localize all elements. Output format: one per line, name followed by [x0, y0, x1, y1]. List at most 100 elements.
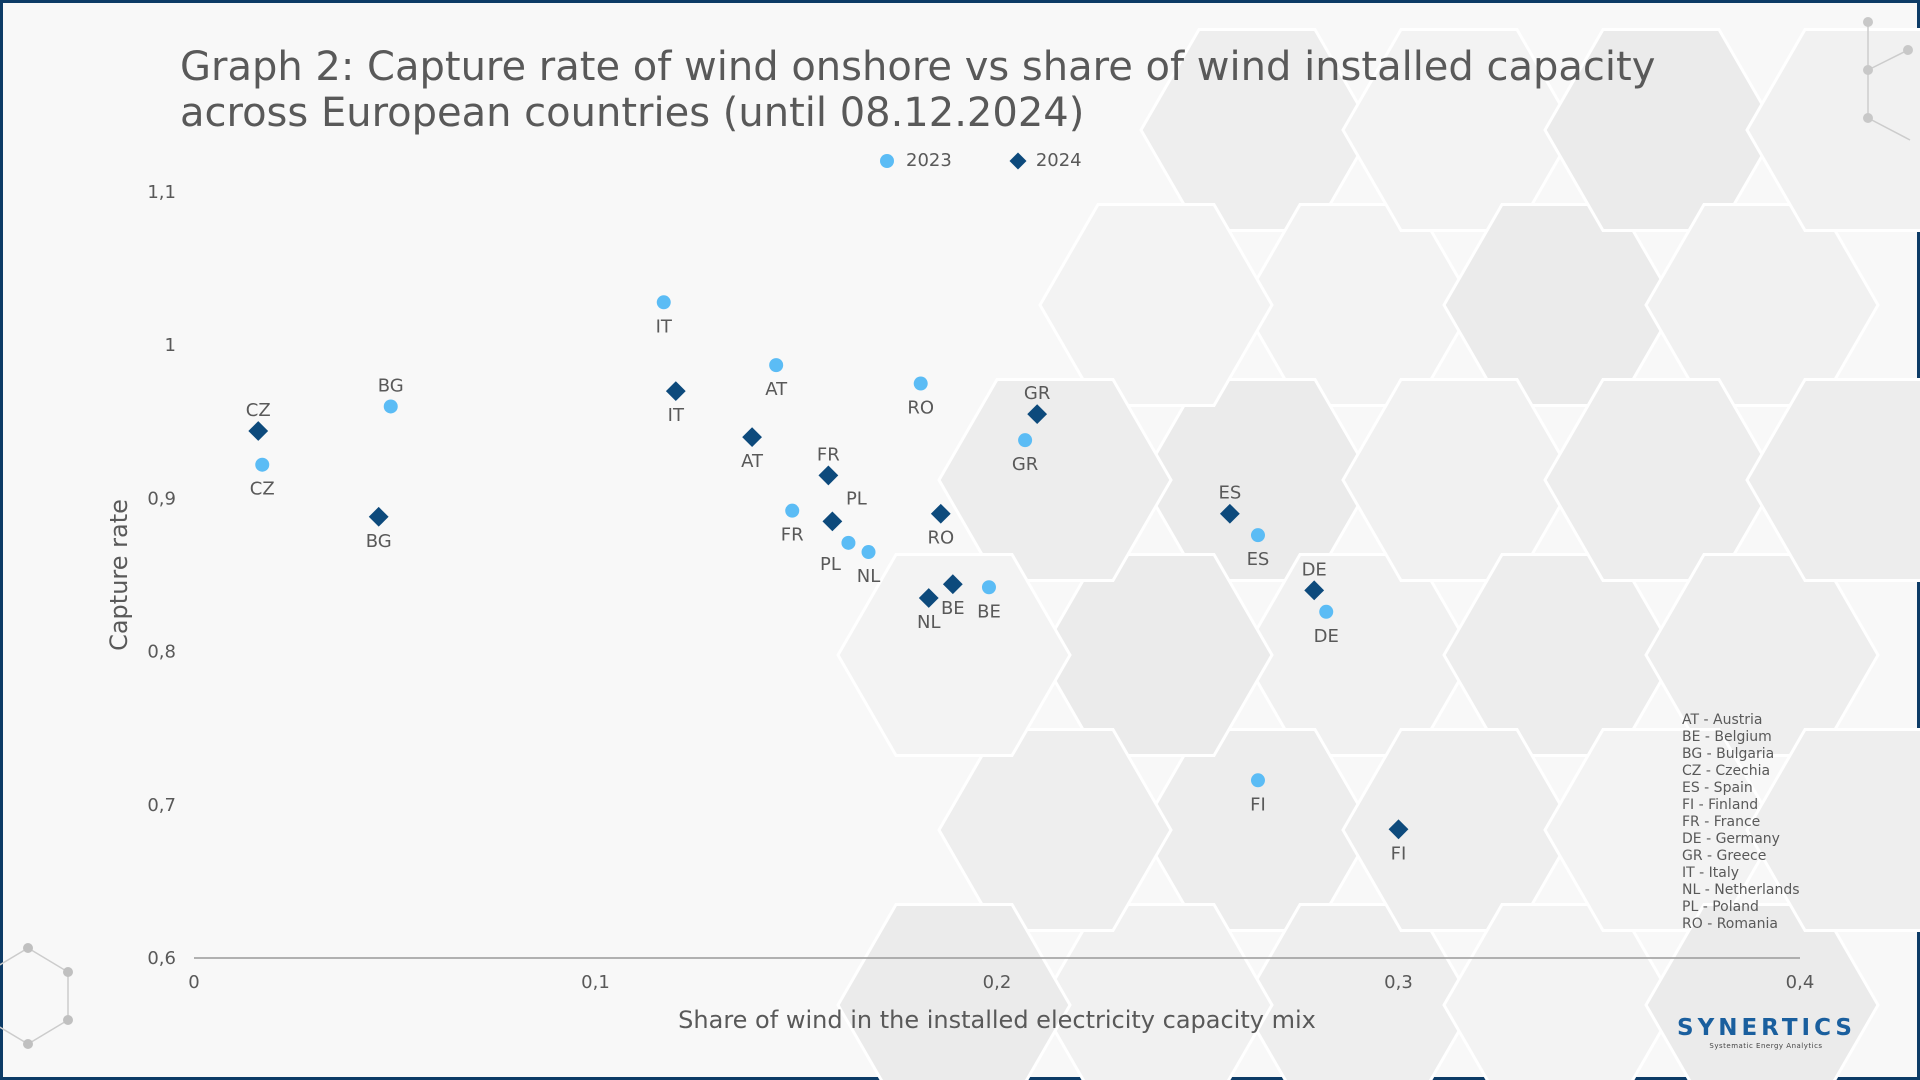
data-point-2023-it [656, 295, 671, 310]
data-label: FR [817, 444, 840, 465]
y-tick-label: 1,1 [147, 182, 176, 203]
brand-name: SYNERTICS [1677, 1015, 1856, 1041]
data-label: BE [977, 601, 1001, 622]
y-tick-label: 0,6 [147, 948, 176, 969]
data-label: DE [1302, 559, 1327, 580]
y-axis-label: Capture rate [105, 499, 133, 651]
data-label: NL [917, 612, 941, 633]
data-label: RO [907, 398, 934, 419]
data-label: CZ [246, 400, 271, 421]
data-point-2024-cz [248, 421, 269, 441]
data-point-2023-pl [841, 535, 856, 550]
data-point-2024-fi [1388, 819, 1409, 840]
legend-item-2024: 2024 [1009, 150, 1082, 171]
data-label: IT [668, 405, 685, 426]
data-point-2024-de [1304, 580, 1325, 601]
country-key-item: DE - Germany [1682, 831, 1780, 847]
country-key-item: FR - France [1682, 814, 1761, 830]
data-point-2023-cz [255, 457, 270, 472]
country-key-item: ES - Spain [1682, 780, 1753, 796]
data-label: BE [941, 598, 965, 619]
data-point-2023-fi [1250, 773, 1265, 788]
data-label: BG [378, 375, 404, 396]
data-point-2024-fr [818, 465, 839, 486]
chart-legend: 2023 2024 [880, 150, 1082, 171]
legend-label-2023: 2023 [906, 150, 952, 171]
country-key-item: PL - Poland [1682, 899, 1759, 915]
chart-title: Graph 2: Capture rate of wind onshore vs… [180, 44, 1656, 136]
hexagon-shape [1038, 203, 1274, 407]
data-label: AT [741, 451, 764, 472]
data-point-2024-ro [930, 503, 951, 524]
legend-item-2023: 2023 [880, 150, 952, 171]
brand-tagline: Systematic Energy Analytics [1709, 1042, 1823, 1050]
x-axis-label: Share of wind in the installed electrici… [678, 1006, 1316, 1034]
data-label: FR [781, 525, 804, 546]
data-label: RO [927, 528, 954, 549]
country-key-item: BG - Bulgaria [1682, 746, 1775, 762]
data-point-2023-fr [785, 503, 800, 518]
data-label: BG [366, 531, 392, 552]
data-label: CZ [250, 479, 275, 500]
country-abbreviation-key: AT - Austria BE - Belgium BG - Bulgaria CZ … [1682, 712, 1800, 933]
x-tick-label: 0,4 [1786, 972, 1815, 993]
country-key-item: GR - Greece [1682, 848, 1767, 864]
data-point-2023-ro [913, 376, 928, 391]
country-key-item: IT - Italy [1682, 865, 1740, 881]
data-label: ES [1218, 483, 1241, 504]
y-tick-label: 0,9 [147, 488, 176, 509]
data-label: IT [656, 316, 673, 337]
country-key-item: CZ - Czechia [1682, 763, 1771, 779]
data-label: ES [1247, 549, 1270, 570]
country-key-item: BE - Belgium [1682, 729, 1772, 745]
legend-label-2024: 2024 [1035, 150, 1082, 171]
data-label: FI [1391, 843, 1407, 864]
data-point-2024-be [942, 574, 963, 595]
data-point-2024-bg [368, 506, 389, 527]
hexagon-shape [1745, 728, 1920, 932]
data-label: NL [857, 566, 881, 587]
data-point-2023-nl [861, 545, 876, 560]
data-point-2024-it [665, 381, 686, 402]
data-label: GR [1024, 383, 1050, 404]
x-tick-label: 0,2 [983, 972, 1012, 993]
country-key-item: NL - Netherlands [1682, 882, 1800, 898]
data-point-2024-gr [1027, 404, 1048, 425]
data-point-2024-at [742, 427, 762, 448]
brand-logo: SYNERTICS Systematic Energy Analytics [1677, 1015, 1855, 1050]
x-tick-label: 0,3 [1384, 972, 1413, 993]
hexagon-shape [937, 728, 1173, 932]
y-tick-label: 0,8 [147, 642, 176, 663]
data-point-2024-pl [822, 511, 843, 532]
circle-marker-icon [880, 153, 894, 168]
x-tick-label: 0,1 [581, 972, 610, 993]
data-point-2023-de [1319, 604, 1334, 619]
data-point-2023-bg [383, 399, 398, 414]
data-label: DE [1314, 626, 1339, 647]
data-label: FI [1250, 794, 1266, 815]
data-label: GR [1012, 454, 1038, 475]
data-point-2023-gr [1018, 433, 1033, 448]
data-point-2024-nl [918, 588, 939, 608]
hexagon-shape [1745, 378, 1920, 582]
country-key-item: FI - Finland [1682, 797, 1759, 813]
hexagon-shape [1745, 28, 1920, 232]
y-tick-label: 1 [165, 335, 176, 356]
data-point-2024-es [1219, 503, 1240, 524]
data-label: PL [820, 554, 841, 575]
y-tick-label: 0,7 [147, 795, 176, 816]
network-decoration-top-right [1867, 22, 1911, 141]
hexagon-shape [836, 903, 1072, 1080]
hexagon-shape [937, 378, 1173, 582]
data-label: PL [846, 488, 867, 509]
data-point-2023-be [981, 580, 996, 595]
hexagon-shape [836, 553, 1072, 757]
country-key-item: AT - Austria [1682, 712, 1763, 728]
country-key-item: RO - Romania [1682, 916, 1778, 932]
data-label: AT [765, 379, 788, 400]
x-tick-label: 0 [188, 972, 199, 993]
data-point-2023-es [1250, 528, 1265, 543]
data-point-2023-at [769, 358, 784, 373]
